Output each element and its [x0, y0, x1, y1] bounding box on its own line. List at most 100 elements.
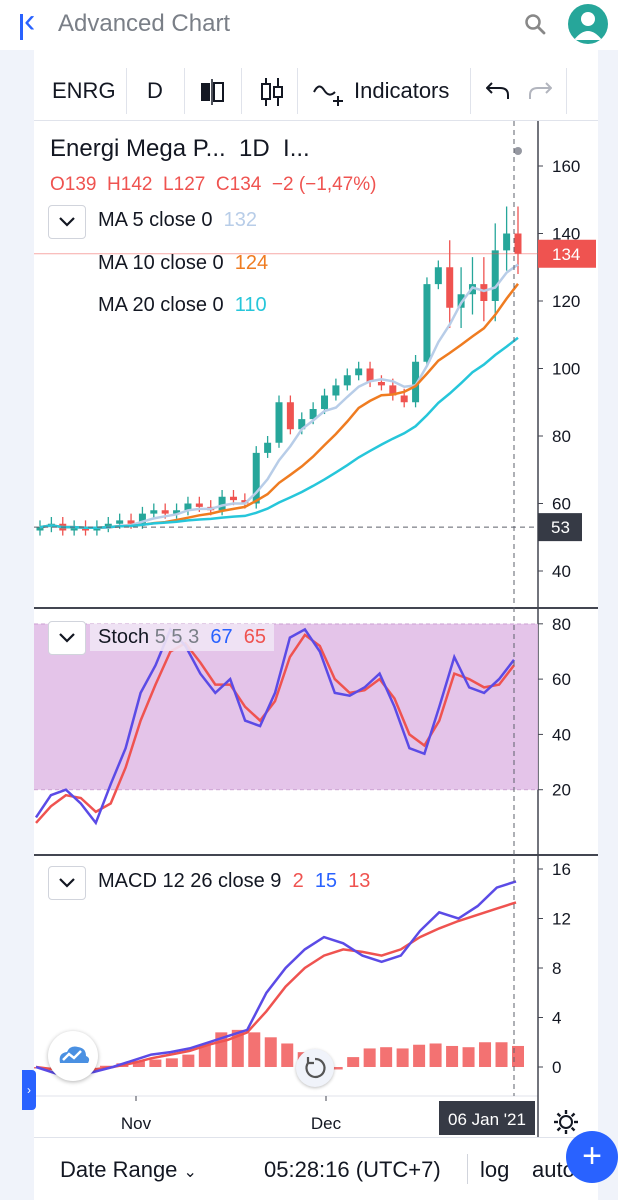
interval-button[interactable]: D: [147, 78, 163, 103]
candle-body: [286, 402, 294, 430]
macd-histogram-bar: [248, 1032, 261, 1067]
symbol-name: Energi Mega P...: [50, 135, 226, 162]
page-title: Advanced Chart: [58, 10, 231, 37]
collapse-legend-button[interactable]: [48, 205, 86, 239]
macd-histogram-bar: [462, 1047, 475, 1067]
right-frame: [598, 50, 618, 1200]
chevron-down-icon: [59, 217, 75, 227]
ma20-value: 110: [234, 294, 267, 316]
chevron-down-icon: ⌄: [183, 1164, 197, 1181]
redo-icon[interactable]: [528, 81, 552, 101]
indicators-icon[interactable]: [313, 78, 345, 106]
back-icon[interactable]: ‹: [20, 4, 44, 42]
log-toggle[interactable]: log: [480, 1157, 510, 1182]
candle-body: [400, 395, 408, 403]
time-tick-label: Nov: [121, 1114, 152, 1133]
crosshair-date-badge: [439, 1101, 535, 1135]
ma20-line: [39, 336, 519, 530]
macd-histogram-bar: [363, 1048, 376, 1067]
candle-body: [36, 527, 44, 531]
change-value: −2 (−1,47%): [271, 174, 377, 195]
macd-tick-label: 16: [552, 860, 571, 879]
low-value: 127: [173, 174, 206, 195]
candle-body: [161, 510, 169, 514]
left-frame: [0, 50, 34, 1200]
chevron-down-icon: [59, 878, 75, 888]
bottom-bar: Date Range ⌄ 05:28:16 (UTC+7) log auto: [34, 1137, 598, 1201]
collapse-macd-button[interactable]: [48, 866, 86, 900]
candle-body: [514, 233, 522, 254]
macd-histogram-bar: [149, 1059, 162, 1067]
user-icon: [574, 12, 602, 40]
macd-histogram-bar: [429, 1043, 442, 1067]
candle-body: [127, 520, 135, 524]
macd-legend: MACD 12 26 close 9 2 15 13: [98, 870, 371, 892]
candle-body: [355, 368, 363, 376]
reset-icon: [305, 1057, 326, 1079]
candle-body: [104, 523, 112, 528]
macd-histogram-bar: [380, 1047, 393, 1067]
date-range-button[interactable]: Date Range ⌄: [60, 1157, 197, 1182]
price-tick-label: 100: [552, 360, 580, 379]
candle-body: [332, 385, 340, 396]
add-button[interactable]: +: [566, 1131, 618, 1183]
crosshair-date-label: 06 Jan '21: [448, 1110, 526, 1129]
candle-body: [298, 419, 306, 430]
settings-gear-icon[interactable]: [553, 1109, 579, 1135]
macd-tick-label: 8: [552, 959, 561, 978]
indicators-button[interactable]: Indicators: [354, 78, 450, 103]
macd-histogram-bar: [512, 1045, 524, 1067]
clock-time[interactable]: 05:28:16 (UTC+7): [264, 1157, 441, 1182]
status-dot: [514, 147, 522, 155]
candle-body: [491, 250, 499, 301]
chart-area[interactable]: 160 140 120 100 80 60 40 134 53 80 60 40 20 16 12 8 4 0 No…: [34, 121, 598, 1137]
price-tick-label: 80: [552, 427, 571, 446]
search-icon[interactable]: [523, 12, 547, 36]
macd-tick-label: 0: [552, 1058, 561, 1077]
candle-body: [173, 510, 181, 514]
macd-line: [35, 880, 517, 1076]
reset-chart-button[interactable]: [296, 1049, 334, 1087]
ma10-legend: MA 10 close 0 124: [98, 252, 269, 274]
candle-body: [321, 395, 329, 409]
high-value: 142: [120, 174, 153, 195]
price-tick-label: 60: [552, 495, 571, 514]
candle-body: [446, 267, 454, 308]
candle-body: [229, 496, 237, 501]
undo-icon[interactable]: [486, 81, 510, 101]
candle-body: [252, 452, 260, 504]
crosshair-price-label: 53: [551, 518, 570, 537]
macd-histogram-bar: [264, 1037, 277, 1067]
candle-body: [423, 284, 431, 362]
candle-body: [150, 510, 158, 514]
candles-icon[interactable]: [259, 77, 285, 107]
collapse-stoch-button[interactable]: [48, 621, 86, 655]
compare-icon[interactable]: [200, 79, 224, 105]
price-tick-label: 160: [552, 157, 580, 176]
macd-tick-label: 4: [552, 1009, 561, 1028]
macd-hist-value: 2: [292, 870, 304, 892]
ma5-legend: MA 5 close 0 132: [98, 209, 258, 231]
macd-histogram-bar: [165, 1058, 178, 1067]
ma5-value: 132: [223, 209, 258, 231]
last-price-label: 134: [552, 245, 580, 264]
symbol-button[interactable]: ENRG: [52, 78, 116, 103]
tradingview-logo-button[interactable]: [48, 1031, 98, 1081]
macd-signal-value: 13: [348, 870, 371, 892]
candle-body: [434, 267, 442, 285]
candle-body: [70, 527, 78, 531]
stoch-tick-label: 60: [552, 670, 571, 689]
macd-histogram-bar: [347, 1057, 360, 1067]
candle-body: [377, 382, 385, 386]
chart-canvas[interactable]: 16014012010080604013453806040201612840No…: [34, 121, 598, 1137]
macd-line-value: 15: [314, 870, 338, 892]
avatar[interactable]: [568, 4, 608, 44]
candle-body: [389, 385, 397, 396]
side-panel-toggle[interactable]: ›: [22, 1070, 36, 1110]
app-bar: ‹ Advanced Chart: [0, 0, 618, 50]
macd-histogram-bar: [99, 1065, 112, 1068]
ohlc-legend: O139 H142 L127 C134 −2 (−1,47%): [50, 174, 377, 195]
open-value: 139: [64, 174, 97, 195]
stoch-d-line: [35, 633, 515, 824]
price-tick-label: 40: [552, 562, 571, 581]
